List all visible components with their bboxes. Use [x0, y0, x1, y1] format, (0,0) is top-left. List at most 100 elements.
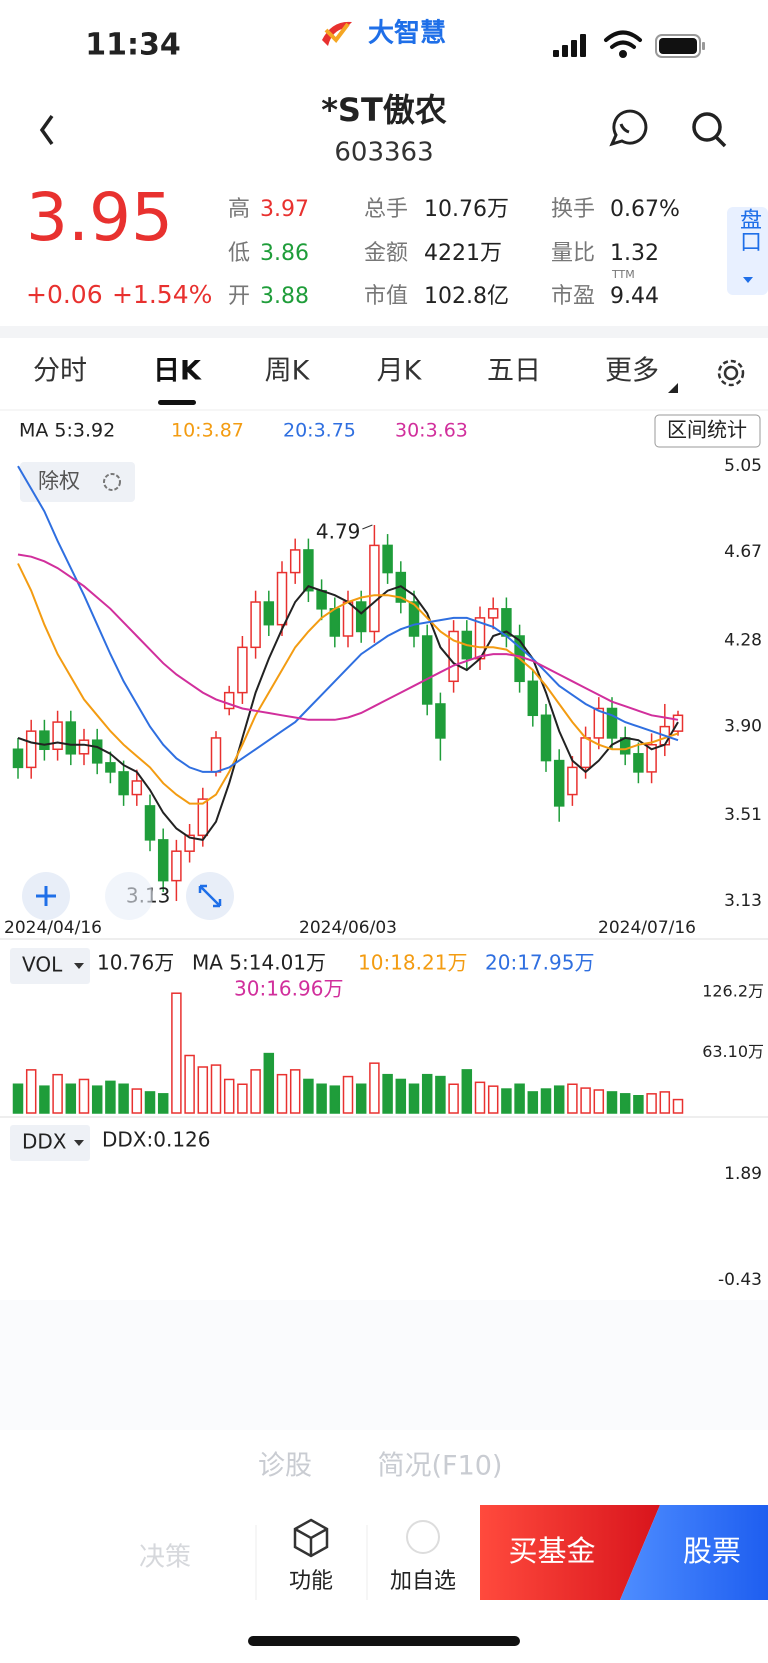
- vol-label[interactable]: VOL: [22, 953, 63, 977]
- volume-bar: [131, 1088, 143, 1114]
- ddx-selector[interactable]: [10, 1125, 90, 1161]
- volume-bar: [501, 1088, 512, 1114]
- volume-bar: [78, 1078, 90, 1114]
- candle-body: [52, 721, 63, 751]
- candle-body: [171, 850, 182, 882]
- volume-bar: [289, 1069, 301, 1114]
- volume-bar: [105, 1080, 116, 1114]
- volume-bar: [540, 1088, 552, 1114]
- search-button[interactable]: [692, 112, 727, 148]
- candle-body: [237, 646, 248, 694]
- vol-selector[interactable]: [10, 948, 90, 984]
- volume-bar: [382, 1073, 393, 1114]
- volume-bar: [303, 1078, 314, 1114]
- x-tick-label: 2024/07/16: [598, 918, 696, 938]
- settings-button[interactable]: [717, 359, 745, 387]
- volume-bar: [567, 1083, 578, 1114]
- adjust-button[interactable]: [20, 462, 135, 502]
- ddx-label[interactable]: DDX: [22, 1130, 67, 1154]
- candle-body: [567, 766, 578, 796]
- volume-bar: [461, 1069, 473, 1114]
- volume-bar: [210, 1064, 222, 1114]
- volume-bar: [672, 1098, 684, 1114]
- y-tick-label: 5.05: [724, 456, 762, 476]
- stat-value: 4221万: [424, 241, 502, 266]
- adjust-label[interactable]: 除权: [38, 469, 80, 493]
- tab[interactable]: 日K: [153, 356, 202, 387]
- volume-bar: [52, 1073, 63, 1114]
- tab[interactable]: 月K: [377, 356, 423, 387]
- range-stats-label[interactable]: 区间统计: [667, 418, 747, 442]
- logo-text: 大智慧: [368, 19, 446, 49]
- watch-icon: [406, 1520, 440, 1554]
- candle-body: [487, 608, 499, 619]
- buy-fund-button[interactable]: [480, 1505, 660, 1600]
- faded-nav-item[interactable]: 简况(F10): [378, 1451, 503, 1482]
- buy-fund-label[interactable]: 买基金: [508, 1534, 595, 1568]
- expand-icon: [198, 884, 222, 908]
- tab[interactable]: 分时: [33, 356, 87, 387]
- volume-bar: [144, 1091, 156, 1114]
- signal-icon: [553, 34, 586, 57]
- back-button[interactable]: [39, 114, 54, 146]
- zoom-in-icon: [36, 886, 56, 906]
- decision-button[interactable]: 决策: [139, 1543, 191, 1573]
- ma-legend-item: 20:3.75: [283, 420, 356, 442]
- volume-bar: [355, 1083, 367, 1114]
- wifi-icon: [604, 30, 642, 58]
- zoom-out-button[interactable]: [105, 872, 153, 920]
- x-tick-label: 2024/04/16: [4, 918, 102, 938]
- side-button-arrow: [743, 277, 753, 283]
- stat-value: 3.88: [260, 284, 309, 309]
- vol-ma-legend: MA 5:14.01万: [192, 951, 326, 975]
- ma-line: [17, 465, 679, 773]
- volume-bar: [619, 1093, 631, 1114]
- candle-body: [91, 739, 103, 764]
- candle-body: [289, 549, 301, 574]
- candle-body: [184, 834, 195, 852]
- volume-bar: [395, 1078, 407, 1114]
- volume-bar: [237, 1083, 248, 1114]
- side-button-label[interactable]: 盘口: [736, 208, 762, 252]
- tab[interactable]: 五日: [487, 356, 541, 387]
- vol-selector-arrow: [74, 963, 84, 969]
- chat-button[interactable]: [609, 109, 648, 147]
- candle-body: [197, 798, 209, 837]
- adjust-gear: [103, 473, 121, 491]
- volume-bar: [487, 1085, 499, 1114]
- ma-line: [17, 553, 679, 721]
- ma-legend: MA 5:3.92 10:3.87 20:3.75 30:3.63: [19, 420, 468, 442]
- volume-bar: [276, 1073, 288, 1114]
- stock-code: 603363: [334, 138, 433, 168]
- vol-value: 10.76万: [97, 951, 174, 975]
- candle-body: [223, 691, 235, 710]
- function-button[interactable]: 功能: [289, 1569, 333, 1594]
- y-tick-label: 1.89: [724, 1164, 762, 1184]
- vol-ma-legend: 30:16.96万: [234, 977, 343, 1001]
- volume-bar: [369, 1062, 380, 1114]
- faded-nav-item[interactable]: 诊股: [258, 1451, 312, 1482]
- candle-body: [593, 707, 605, 739]
- candle-body: [157, 839, 169, 882]
- watch-button[interactable]: 加自选: [390, 1569, 456, 1594]
- status-time: 11:34: [85, 28, 181, 63]
- tab[interactable]: 更多: [605, 356, 659, 387]
- tab-indicator: [158, 400, 196, 405]
- candle-body: [25, 730, 37, 769]
- price-change: +0.06: [26, 280, 103, 309]
- range-stats-button[interactable]: [654, 414, 761, 448]
- ddx-selector-arrow: [74, 1140, 84, 1146]
- tabs: 分时 日K 周K 月K 五日 更多: [33, 356, 678, 405]
- candle-body: [435, 703, 446, 739]
- buy-stock-button[interactable]: [620, 1505, 768, 1600]
- stat-value: 3.97: [260, 197, 309, 222]
- stat-label: 市盈: [551, 284, 595, 309]
- tab[interactable]: 周K: [265, 356, 311, 387]
- side-button[interactable]: [727, 207, 768, 295]
- volume-bar: [25, 1069, 37, 1114]
- volume-bar: [12, 1083, 24, 1114]
- stat-value: 0.67%: [610, 197, 680, 222]
- buy-stock-label[interactable]: 股票: [683, 1534, 741, 1568]
- volume-bar: [250, 1069, 261, 1114]
